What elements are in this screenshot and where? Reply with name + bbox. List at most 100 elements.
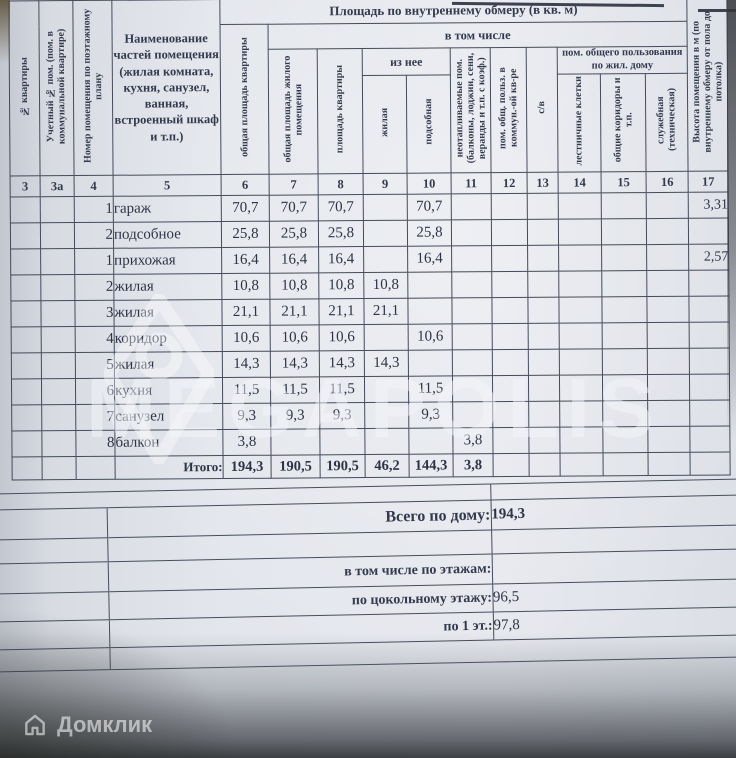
- empty-cell: [647, 374, 690, 401]
- empty-cell: [528, 375, 560, 402]
- area-cell: 11,5: [408, 375, 453, 403]
- domklik-watermark-text: Домклик: [57, 712, 153, 737]
- room-number-cell: 8: [75, 430, 116, 457]
- area-cell: 70,7: [221, 195, 270, 222]
- height-cell: [688, 269, 730, 297]
- area-cell: 16,4: [318, 246, 364, 273]
- empty-cell: [558, 218, 602, 246]
- empty-cell: [690, 451, 731, 476]
- unit-no-cell: [41, 352, 76, 379]
- empty-cell: [601, 296, 648, 323]
- apartment-no-cell: [11, 378, 42, 406]
- empty-cell: [602, 348, 648, 375]
- empty-cell: [602, 374, 648, 401]
- area-cell: 21,1: [269, 298, 320, 326]
- column-number: 13: [527, 172, 559, 194]
- empty-cell: [527, 271, 559, 298]
- empty-cell: [0, 647, 110, 673]
- page-top-edge-line-2: [698, 9, 736, 12]
- area-cell: 14,3: [270, 350, 320, 378]
- room-number-cell: 1: [74, 196, 114, 223]
- room-number-cell: 2: [74, 222, 114, 249]
- empty-cell: [491, 245, 528, 272]
- empty-cell: [603, 452, 649, 476]
- totals-by-floor-table: Всего по дому: 194,3 в том числе по этаж…: [0, 478, 736, 673]
- area-cell: 3,8: [452, 427, 494, 454]
- empty-cell: [493, 634, 736, 662]
- area-cell: [451, 245, 492, 272]
- area-cell: 10,8: [318, 272, 364, 299]
- area-cell: 9,3: [270, 402, 320, 430]
- empty-cell: [558, 270, 602, 298]
- col-header-room-no: Номер помещения по поэтажному плану: [72, 0, 114, 176]
- area-cell: [452, 401, 493, 428]
- empty-cell: [491, 297, 529, 324]
- col-header-unheated: неотапливаемые пом. (балконы, лоджии, се…: [450, 47, 492, 173]
- total-label: Итого:: [115, 455, 224, 480]
- empty-cell: [646, 192, 689, 219]
- room-name-cell: коридор: [114, 325, 223, 353]
- empty-cell: [602, 400, 648, 427]
- col-header-unit-no: Учетный № пом. (пом. в коммунальной квар…: [38, 0, 75, 176]
- room-name-cell: кухня: [114, 377, 223, 405]
- empty-cell: [42, 456, 77, 480]
- empty-cell: [528, 427, 561, 454]
- col-header-room-name: Наименование частей помещения (жилая ком…: [111, 0, 222, 176]
- empty-cell: [646, 218, 689, 245]
- area-cell: 10,6: [270, 324, 320, 352]
- room-name-cell: подсобное: [113, 221, 222, 249]
- height-cell: [689, 425, 731, 453]
- empty-cell: [0, 507, 108, 541]
- empty-cell: [559, 348, 603, 376]
- area-cell: 16,4: [269, 246, 319, 274]
- unit-no-cell: [40, 248, 75, 275]
- area-cell: [363, 220, 408, 247]
- area-cell: 70,7: [407, 193, 452, 221]
- photo-corner-shadow: [0, 0, 10, 64]
- empty-cell: [528, 401, 560, 428]
- area-cell: 11,5: [270, 376, 320, 404]
- room-number-cell: 7: [75, 404, 115, 431]
- room-number-cell: 2: [74, 274, 114, 301]
- unit-no-cell: [40, 274, 75, 301]
- column-number: 8: [318, 173, 364, 195]
- empty-cell: [558, 296, 603, 324]
- height-cell: [688, 217, 729, 245]
- area-cell: 11,5: [222, 377, 271, 404]
- apartment-no-cell: [10, 222, 41, 250]
- area-cell: 10,6: [408, 323, 453, 351]
- empty-cell: [491, 219, 528, 246]
- empty-cell: [491, 193, 528, 220]
- col-header-stairwells: лестничные клетки: [557, 73, 602, 173]
- height-cell: [689, 295, 730, 323]
- area-cell: [408, 349, 453, 377]
- room-name-cell: гараж: [113, 195, 222, 223]
- empty-cell: [602, 322, 648, 349]
- empty-cell: [12, 456, 43, 481]
- area-cell: [452, 375, 493, 402]
- total-c9: 46,2: [365, 454, 410, 478]
- column-number: 3: [10, 175, 41, 198]
- col-header-service: служебная (техническая): [645, 73, 689, 172]
- area-cell: [363, 194, 408, 221]
- area-cell: 21,1: [318, 298, 365, 325]
- area-cell: [270, 428, 321, 456]
- area-cell: 14,3: [319, 350, 365, 377]
- empty-cell: [0, 561, 109, 595]
- col-header-apartment-no: № квартиры: [8, 0, 41, 177]
- empty-cell: [492, 427, 530, 454]
- empty-cell: [647, 426, 691, 453]
- column-number: 12: [491, 172, 528, 194]
- empty-cell: [528, 323, 560, 350]
- apartment-no-cell: [10, 196, 41, 224]
- empty-cell: [492, 401, 529, 428]
- explication-table: № квартиры Учетный № пом. (пом. в коммун…: [8, 0, 731, 481]
- empty-cell: [647, 400, 690, 427]
- col-header-communal-common: пом. общ. польз. в коммун.-ой кв-ре: [490, 47, 528, 173]
- area-cell: 11,5: [319, 376, 365, 403]
- unit-no-cell: [41, 404, 76, 431]
- column-number: 16: [646, 171, 689, 193]
- total-c8: 190,5: [320, 454, 366, 478]
- area-cell: [364, 402, 409, 429]
- group-header-of-which: из нее: [362, 47, 451, 76]
